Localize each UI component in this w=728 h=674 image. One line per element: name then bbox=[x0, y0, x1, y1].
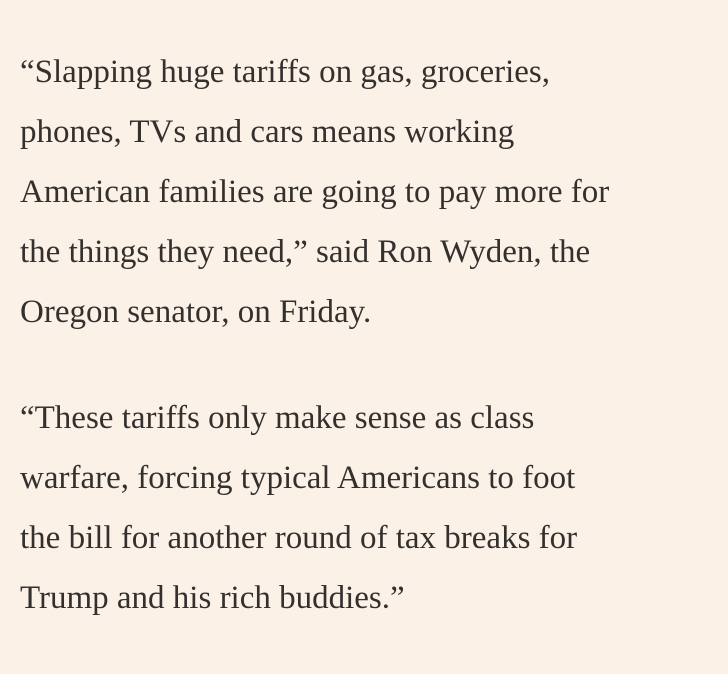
paragraph: “Slapping huge tariffs on gas, groceries… bbox=[20, 42, 720, 342]
text-line: the bill for another round of tax breaks… bbox=[20, 520, 578, 556]
paragraph: “These tariffs only make sense as class … bbox=[20, 388, 720, 628]
text-line: “These tariffs only make sense as class bbox=[20, 400, 535, 436]
text-line: phones, TVs and cars means working bbox=[20, 114, 515, 150]
text-line: “Slapping huge tariffs on gas, groceries… bbox=[20, 54, 550, 90]
text-line: the things they need,” said Ron Wyden, t… bbox=[20, 234, 591, 270]
text-line: Oregon senator, on Friday. bbox=[20, 294, 372, 330]
article-body: “Slapping huge tariffs on gas, groceries… bbox=[20, 42, 720, 674]
text-line: warfare, forcing typical Americans to fo… bbox=[20, 460, 576, 496]
text-line: American families are going to pay more … bbox=[20, 174, 610, 210]
text-line: Trump and his rich buddies.” bbox=[20, 580, 405, 616]
